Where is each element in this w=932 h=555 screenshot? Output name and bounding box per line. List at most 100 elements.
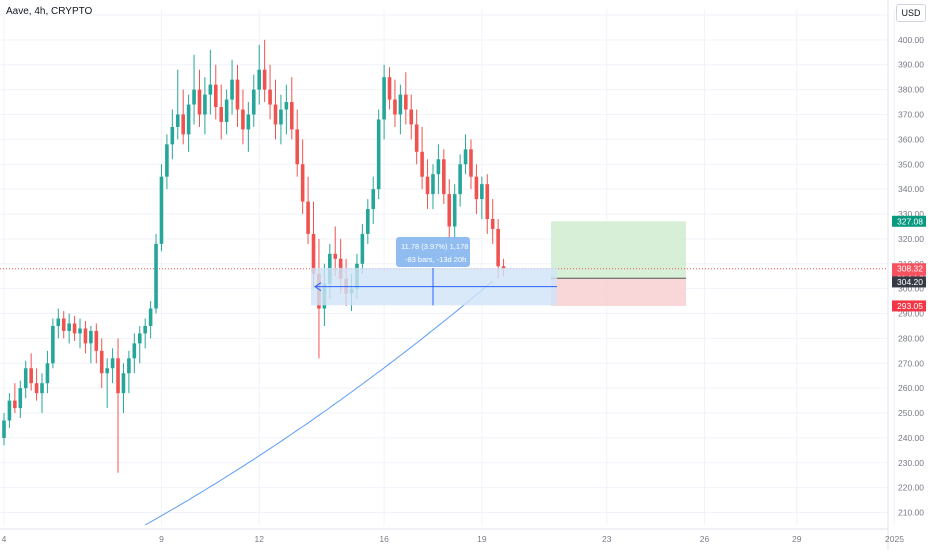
target-price-label: 327.08 xyxy=(897,216,923,226)
candle-body[interactable] xyxy=(7,400,12,421)
candle-body[interactable] xyxy=(404,94,408,110)
candle-body[interactable] xyxy=(279,109,283,125)
candle-body[interactable] xyxy=(89,330,93,344)
candle-body[interactable] xyxy=(203,94,207,115)
candle-body[interactable] xyxy=(192,89,196,105)
candle-body[interactable] xyxy=(34,383,39,394)
candle-body[interactable] xyxy=(213,84,218,108)
candle-body[interactable] xyxy=(148,308,153,326)
candle-body[interactable] xyxy=(159,176,164,244)
candle-body[interactable] xyxy=(208,84,213,95)
candle-body[interactable] xyxy=(137,333,142,344)
candle-body[interactable] xyxy=(268,89,272,105)
stop-price-label-bg xyxy=(892,300,926,312)
candle-body[interactable] xyxy=(289,102,294,130)
candle-body[interactable] xyxy=(387,77,392,100)
candle-body[interactable] xyxy=(458,164,462,195)
candle-body[interactable] xyxy=(295,129,300,165)
candle-body[interactable] xyxy=(376,119,381,190)
candle-body[interactable] xyxy=(23,368,28,389)
candle-body[interactable] xyxy=(61,318,66,331)
candle-body[interactable] xyxy=(284,102,289,110)
candle-body[interactable] xyxy=(409,109,414,125)
candle-body[interactable] xyxy=(425,176,430,195)
candle-body[interactable] xyxy=(197,89,202,115)
candle-body[interactable] xyxy=(121,373,126,394)
candle-body[interactable] xyxy=(300,164,305,202)
candle-body[interactable] xyxy=(306,201,310,234)
candle-body[interactable] xyxy=(360,233,365,264)
y-tick-label: 220.00 xyxy=(898,483,924,493)
candle-body[interactable] xyxy=(251,89,256,115)
candle-body[interactable] xyxy=(224,99,229,122)
candle-body[interactable] xyxy=(235,79,240,110)
measure-label-bars: -83 bars, -13d 20h xyxy=(405,255,466,264)
candle-body[interactable] xyxy=(29,368,33,384)
candle-body[interactable] xyxy=(116,358,120,394)
candle-body[interactable] xyxy=(311,233,316,274)
currency-button[interactable]: USD xyxy=(896,4,926,22)
candle-body[interactable] xyxy=(382,77,386,120)
candle-body[interactable] xyxy=(13,400,17,409)
y-tick-label: 390.00 xyxy=(898,60,924,70)
candle-body[interactable] xyxy=(246,114,251,130)
candle-body[interactable] xyxy=(420,151,424,177)
stop-zone[interactable] xyxy=(551,278,686,306)
candle-body[interactable] xyxy=(219,107,223,122)
candle-body[interactable] xyxy=(143,325,147,334)
candle-body[interactable] xyxy=(175,114,180,127)
candle-body[interactable] xyxy=(45,363,50,384)
y-tick-label: 250.00 xyxy=(898,408,924,418)
candle-body[interactable] xyxy=(165,144,169,177)
candle-body[interactable] xyxy=(273,104,278,125)
candle-body[interactable] xyxy=(371,189,376,210)
candle-body[interactable] xyxy=(18,388,23,409)
candle-body[interactable] xyxy=(181,114,185,135)
candle-body[interactable] xyxy=(480,184,484,200)
candle-body[interactable] xyxy=(463,149,468,165)
candle-body[interactable] xyxy=(436,159,441,175)
candle-body[interactable] xyxy=(496,228,500,267)
candle-body[interactable] xyxy=(452,194,457,227)
candle-body[interactable] xyxy=(501,266,506,269)
candle-body[interactable] xyxy=(105,368,109,374)
candle-body[interactable] xyxy=(333,253,338,259)
candle-body[interactable] xyxy=(132,343,137,359)
candle-body[interactable] xyxy=(72,323,77,334)
candle-body[interactable] xyxy=(366,209,370,234)
candle-body[interactable] xyxy=(40,383,44,394)
candle-body[interactable] xyxy=(262,69,267,90)
candle-body[interactable] xyxy=(431,174,435,195)
candle-body[interactable] xyxy=(56,318,61,326)
candle-body[interactable] xyxy=(83,328,88,344)
candle-body[interactable] xyxy=(469,149,473,177)
candle-body[interactable] xyxy=(230,79,234,100)
candle-body[interactable] xyxy=(447,194,452,227)
candle-body[interactable] xyxy=(393,99,397,115)
candle-body[interactable] xyxy=(485,184,490,219)
candle-body[interactable] xyxy=(94,330,99,351)
candle-body[interactable] xyxy=(170,126,175,145)
candle-body[interactable] xyxy=(474,176,479,200)
candle-body[interactable] xyxy=(257,69,262,90)
candle-body[interactable] xyxy=(127,358,131,374)
candle-body[interactable] xyxy=(51,325,55,364)
target-zone[interactable] xyxy=(551,221,686,279)
candle-body[interactable] xyxy=(241,109,245,130)
candle-body[interactable] xyxy=(442,159,446,195)
candle-body[interactable] xyxy=(67,323,71,331)
candle-body[interactable] xyxy=(186,104,191,135)
candle-body[interactable] xyxy=(78,328,82,334)
candle-body[interactable] xyxy=(398,94,403,115)
y-tick-label: 380.00 xyxy=(898,85,924,95)
candle-body[interactable] xyxy=(99,350,104,374)
candle-body[interactable] xyxy=(110,358,115,369)
candle-body[interactable] xyxy=(154,243,158,309)
candle-body[interactable] xyxy=(2,420,6,438)
candle-body[interactable] xyxy=(414,124,419,152)
candle-body[interactable] xyxy=(490,218,495,229)
chart-title: Aave, 4h, CRYPTO xyxy=(6,6,93,17)
y-tick-label: 270.00 xyxy=(898,358,924,368)
